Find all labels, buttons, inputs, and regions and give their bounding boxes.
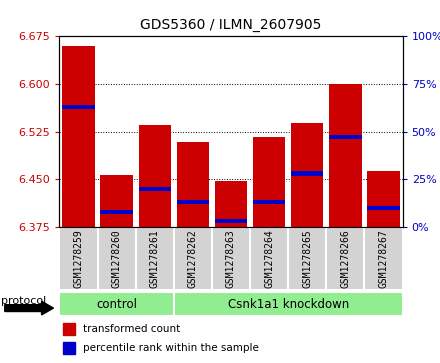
Bar	[100, 209, 133, 214]
Bar	[62, 105, 95, 109]
Text: GSM1278261: GSM1278261	[150, 229, 160, 287]
Title: GDS5360 / ILMN_2607905: GDS5360 / ILMN_2607905	[140, 19, 322, 33]
Bar	[139, 125, 171, 227]
Text: GSM1278267: GSM1278267	[378, 229, 389, 287]
Text: GSM1278264: GSM1278264	[264, 229, 274, 287]
Bar	[63, 342, 75, 354]
Text: GSM1278260: GSM1278260	[112, 229, 121, 287]
Bar	[326, 227, 364, 290]
Bar	[367, 171, 400, 227]
Bar	[212, 227, 250, 290]
Bar	[253, 136, 285, 227]
Bar	[329, 84, 362, 227]
Text: GSM1278265: GSM1278265	[302, 229, 312, 287]
Bar	[136, 227, 174, 290]
Text: GSM1278263: GSM1278263	[226, 229, 236, 287]
Bar	[215, 219, 247, 223]
Text: control: control	[96, 298, 137, 310]
Bar	[98, 227, 136, 290]
Bar	[63, 323, 75, 335]
Bar	[59, 227, 98, 290]
Bar	[291, 171, 323, 176]
Bar	[174, 227, 212, 290]
Bar	[364, 227, 403, 290]
Bar	[62, 46, 95, 227]
Bar	[367, 206, 400, 210]
Text: protocol: protocol	[1, 296, 47, 306]
Bar	[174, 292, 403, 316]
Bar	[250, 227, 288, 290]
Bar	[139, 187, 171, 191]
Text: percentile rank within the sample: percentile rank within the sample	[84, 343, 259, 353]
Text: GSM1278266: GSM1278266	[341, 229, 350, 287]
Text: Csnk1a1 knockdown: Csnk1a1 knockdown	[227, 298, 349, 310]
Bar	[215, 181, 247, 227]
Bar	[329, 135, 362, 139]
Bar	[253, 200, 285, 204]
Bar	[291, 123, 323, 227]
FancyArrow shape	[5, 301, 54, 315]
Bar	[177, 142, 209, 227]
Text: transformed count: transformed count	[84, 324, 181, 334]
Bar	[288, 227, 326, 290]
Bar	[177, 200, 209, 204]
Text: GSM1278259: GSM1278259	[73, 229, 84, 287]
Text: GSM1278262: GSM1278262	[188, 229, 198, 287]
Bar	[59, 292, 174, 316]
Bar	[100, 175, 133, 227]
